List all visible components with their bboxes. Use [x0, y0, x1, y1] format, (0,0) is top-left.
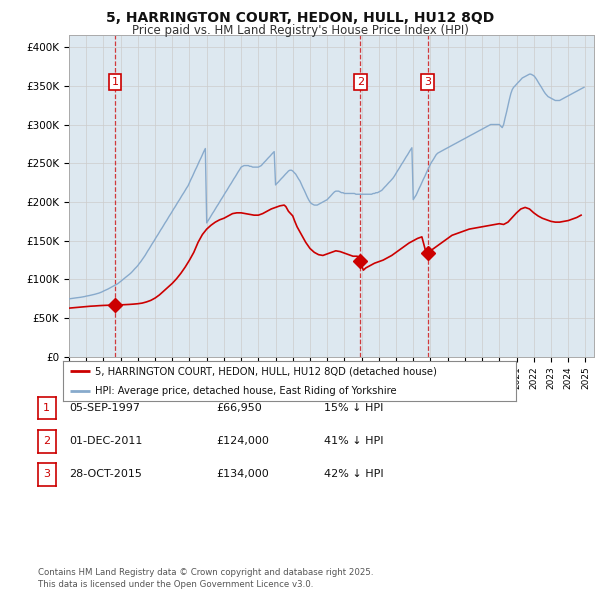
Text: 41% ↓ HPI: 41% ↓ HPI [324, 437, 383, 446]
Text: 5, HARRINGTON COURT, HEDON, HULL, HU12 8QD (detached house): 5, HARRINGTON COURT, HEDON, HULL, HU12 8… [95, 366, 437, 376]
Text: 1: 1 [112, 77, 119, 87]
Text: 42% ↓ HPI: 42% ↓ HPI [324, 470, 383, 479]
Text: 15% ↓ HPI: 15% ↓ HPI [324, 404, 383, 413]
Text: HPI: Average price, detached house, East Riding of Yorkshire: HPI: Average price, detached house, East… [95, 386, 397, 396]
Text: Price paid vs. HM Land Registry's House Price Index (HPI): Price paid vs. HM Land Registry's House … [131, 24, 469, 37]
Text: 05-SEP-1997: 05-SEP-1997 [69, 404, 140, 413]
Text: 28-OCT-2015: 28-OCT-2015 [69, 470, 142, 479]
Text: 5, HARRINGTON COURT, HEDON, HULL, HU12 8QD: 5, HARRINGTON COURT, HEDON, HULL, HU12 8… [106, 11, 494, 25]
Text: 2: 2 [356, 77, 364, 87]
Text: 3: 3 [43, 470, 50, 479]
Text: 2: 2 [43, 437, 50, 446]
Text: Contains HM Land Registry data © Crown copyright and database right 2025.
This d: Contains HM Land Registry data © Crown c… [38, 568, 373, 589]
Text: £66,950: £66,950 [216, 404, 262, 413]
Text: 1: 1 [43, 404, 50, 413]
Text: 01-DEC-2011: 01-DEC-2011 [69, 437, 142, 446]
Text: £134,000: £134,000 [216, 470, 269, 479]
Text: £124,000: £124,000 [216, 437, 269, 446]
Text: 3: 3 [424, 77, 431, 87]
